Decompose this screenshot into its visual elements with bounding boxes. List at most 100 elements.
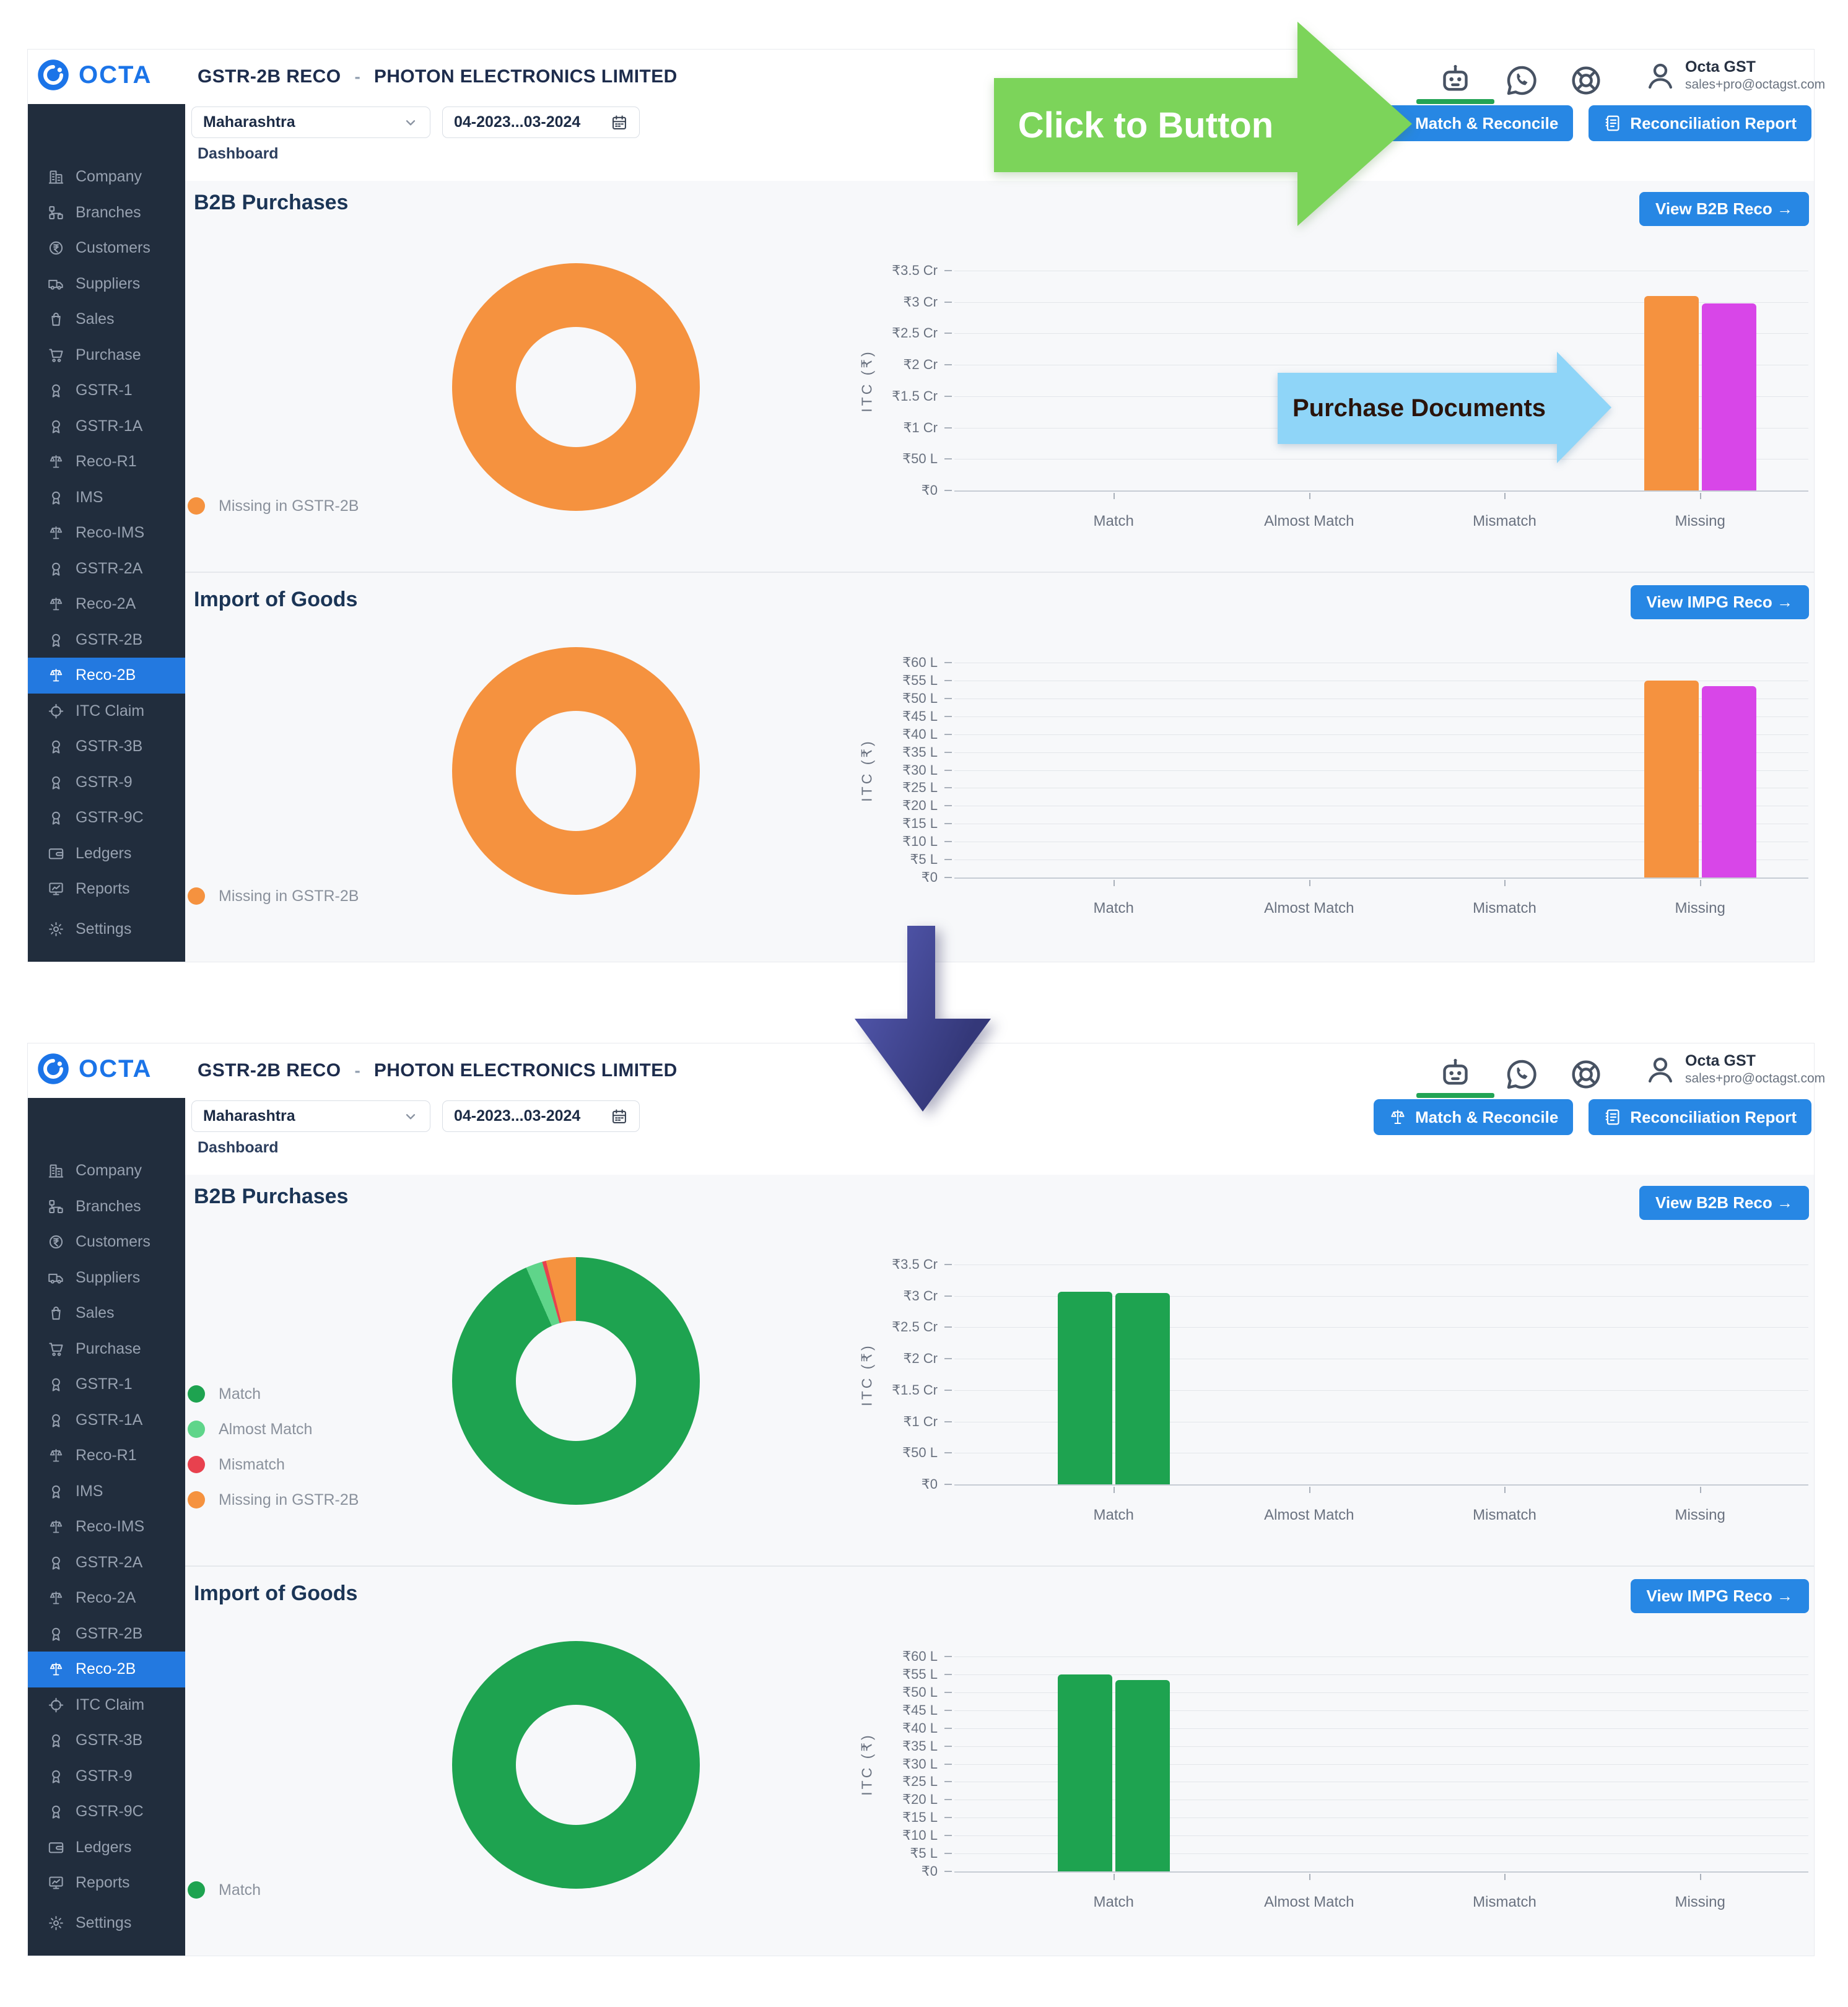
user-chip[interactable]: Octa GST sales+pro@octagst.com	[1685, 1051, 1825, 1087]
bar-match[interactable]	[1057, 1674, 1112, 1871]
sidebar-item-reco-ims[interactable]: Reco-IMS	[28, 515, 185, 551]
sidebar-item-ims[interactable]: IMS	[28, 1474, 185, 1510]
sidebar-item-gstr-9[interactable]: GSTR-9	[28, 1759, 185, 1795]
sidebar-item-itc-claim[interactable]: ITC Claim	[28, 1687, 185, 1723]
tab-dashboard[interactable]: Dashboard	[198, 1139, 279, 1156]
tab-dashboard[interactable]: Dashboard	[198, 145, 279, 162]
sidebar-item-gstr-2b[interactable]: GSTR-2B	[28, 622, 185, 658]
sidebar-item-gstr-9c[interactable]: GSTR-9C	[28, 800, 185, 836]
sidebar-item-ims[interactable]: IMS	[28, 480, 185, 516]
sidebar-item-settings[interactable]: Settings	[28, 912, 185, 947]
bar-match[interactable]	[1115, 1679, 1170, 1871]
sidebar-item-reco-ims[interactable]: Reco-IMS	[28, 1509, 185, 1545]
period-picker[interactable]: 04-2023...03-2024	[442, 107, 640, 138]
legend-item-missing-in-gstr-2b[interactable]: Missing in GSTR-2B	[188, 497, 359, 515]
reconciliation-report-button[interactable]: Reconciliation Report	[1589, 105, 1811, 141]
sidebar-item-gstr-1[interactable]: GSTR-1	[28, 373, 185, 409]
view-impg-reco-button[interactable]: View IMPG Reco →	[1630, 585, 1809, 619]
bar-match[interactable]	[1115, 1292, 1170, 1484]
sidebar-item-reco-r1[interactable]: Reco-R1	[28, 1438, 185, 1474]
sidebar-item-gstr-9[interactable]: GSTR-9	[28, 765, 185, 801]
sidebar-item-purchase[interactable]: Purchase	[28, 337, 185, 373]
user-name: Octa GST	[1685, 1052, 1756, 1069]
period-picker[interactable]: 04-2023...03-2024	[442, 1100, 640, 1132]
legend-item-match[interactable]: Match	[188, 1385, 359, 1403]
sidebar-item-ledgers[interactable]: Ledgers	[28, 1830, 185, 1866]
legend-item-missing-in-gstr-2b[interactable]: Missing in GSTR-2B	[188, 887, 359, 905]
view-b2b-reco-button[interactable]: View B2B Reco →	[1639, 1186, 1809, 1220]
help-icon[interactable]	[1569, 63, 1603, 98]
sidebar-item-gstr-1a[interactable]: GSTR-1A	[28, 1403, 185, 1439]
legend-item-missing-in-gstr-2b[interactable]: Missing in GSTR-2B	[188, 1491, 359, 1509]
bot-icon[interactable]	[1438, 1056, 1473, 1091]
sidebar-item-icon	[50, 526, 63, 539]
module-title: GSTR-2B RECO	[198, 1060, 341, 1081]
sidebar-item-sales[interactable]: Sales	[28, 302, 185, 337]
y-tick-mark	[944, 1763, 952, 1765]
sidebar-item-gstr-2b[interactable]: GSTR-2B	[28, 1616, 185, 1652]
bar-match[interactable]	[1057, 1291, 1112, 1484]
sidebar-item-label: Customers	[76, 239, 150, 257]
reconciliation-report-button[interactable]: Reconciliation Report	[1589, 1099, 1811, 1135]
user-chip[interactable]: Octa GST sales+pro@octagst.com	[1685, 58, 1825, 94]
view-impg-reco-button[interactable]: View IMPG Reco →	[1630, 1579, 1809, 1613]
sidebar-item-customers[interactable]: Customers	[28, 1224, 185, 1260]
legend-item-mismatch[interactable]: Mismatch	[188, 1456, 359, 1473]
y-axis-label: ₹0	[921, 869, 938, 885]
sidebar-item-branches[interactable]: Branches	[28, 195, 185, 231]
sidebar-item-itc-claim[interactable]: ITC Claim	[28, 694, 185, 729]
bar-missing[interactable]	[1644, 295, 1699, 490]
bar-missing[interactable]	[1644, 680, 1699, 877]
sidebar-item-reco-2a[interactable]: Reco-2A	[28, 586, 185, 622]
sidebar-item-settings[interactable]: Settings	[28, 1905, 185, 1941]
view-b2b-reco-button[interactable]: View B2B Reco →	[1639, 192, 1809, 226]
legend-item-almost-match[interactable]: Almost Match	[188, 1421, 359, 1438]
user-avatar[interactable]	[1644, 59, 1677, 93]
sidebar-item-reco-r1[interactable]: Reco-R1	[28, 444, 185, 480]
legend-label: Missing in GSTR-2B	[219, 887, 359, 905]
sidebar-item-gstr-9c[interactable]: GSTR-9C	[28, 1794, 185, 1830]
sidebar-item-gstr-2a[interactable]: GSTR-2A	[28, 551, 185, 587]
octa-logo[interactable]: OCTA	[37, 1052, 152, 1086]
y-tick-mark	[944, 1691, 952, 1693]
sidebar-item-reco-2b[interactable]: Reco-2B	[28, 1652, 185, 1687]
sidebar-item-reco-2b[interactable]: Reco-2B	[28, 658, 185, 694]
calendar-icon	[612, 115, 626, 129]
sidebar-item-gstr-3b[interactable]: GSTR-3B	[28, 1723, 185, 1759]
sidebar-item-reco-2a[interactable]: Reco-2A	[28, 1580, 185, 1616]
y-axis-label: ₹30 L	[902, 1756, 938, 1772]
bar-missing[interactable]	[1701, 303, 1756, 490]
sidebar-item-reports[interactable]: Reports	[28, 871, 185, 907]
sidebar-item-suppliers[interactable]: Suppliers	[28, 266, 185, 302]
sidebar-item-gstr-2a[interactable]: GSTR-2A	[28, 1545, 185, 1581]
whatsapp-icon[interactable]	[1504, 1057, 1539, 1092]
state-select[interactable]: Maharashtra	[191, 107, 430, 138]
sidebar-item-gstr-1[interactable]: GSTR-1	[28, 1367, 185, 1403]
sidebar-item-gstr-1a[interactable]: GSTR-1A	[28, 409, 185, 445]
sidebar-item-sales[interactable]: Sales	[28, 1295, 185, 1331]
whatsapp-icon[interactable]	[1504, 63, 1539, 98]
sidebar-item-suppliers[interactable]: Suppliers	[28, 1260, 185, 1296]
sidebar-item-company[interactable]: Company	[28, 159, 185, 195]
help-icon[interactable]	[1569, 1057, 1603, 1092]
state-select[interactable]: Maharashtra	[191, 1100, 430, 1132]
b2b-chart-legend: Match Almost Match Mismatch Missing in GSTR…	[188, 1385, 359, 1509]
octa-logo[interactable]: OCTA	[37, 58, 152, 92]
match-reconcile-button[interactable]: Match & Reconcile	[1374, 1099, 1574, 1135]
sidebar-item-gstr-3b[interactable]: GSTR-3B	[28, 729, 185, 765]
click-to-button-annotation-text: Click to Button	[1018, 105, 1274, 146]
x-axis-label: Almost Match	[1264, 513, 1354, 529]
user-avatar[interactable]	[1644, 1053, 1677, 1087]
y-tick-mark	[944, 679, 952, 681]
sidebar-item-branches[interactable]: Branches	[28, 1189, 185, 1225]
sidebar-item-company[interactable]: Company	[28, 1153, 185, 1189]
legend-item-match[interactable]: Match	[188, 1881, 261, 1899]
legend-label: Mismatch	[219, 1455, 285, 1473]
sidebar-item-customers[interactable]: Customers	[28, 230, 185, 266]
bar-missing[interactable]	[1701, 686, 1756, 877]
gridline	[954, 1728, 1808, 1729]
sidebar-item-ledgers[interactable]: Ledgers	[28, 836, 185, 872]
sidebar-item-reports[interactable]: Reports	[28, 1865, 185, 1901]
bot-icon[interactable]	[1438, 62, 1473, 97]
sidebar-item-purchase[interactable]: Purchase	[28, 1331, 185, 1367]
